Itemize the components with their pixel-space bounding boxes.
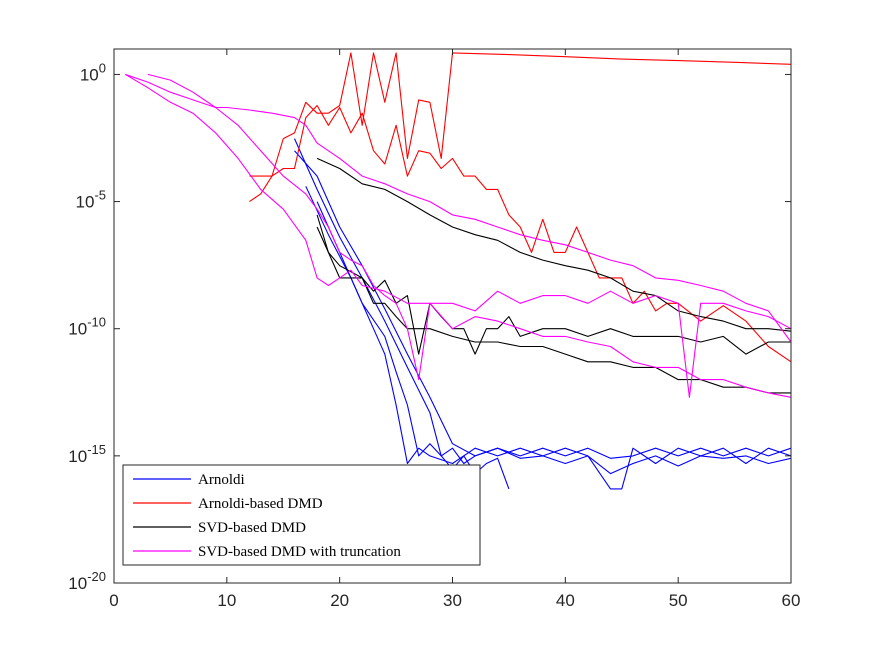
series-0 <box>293 138 792 490</box>
x-tick-label: 20 <box>330 591 349 610</box>
x-axis-ticks: 0 10 20 30 40 50 60 <box>109 49 800 610</box>
legend-label-1: Arnoldi-based DMD <box>198 496 323 512</box>
series-line-0-2 <box>316 201 792 475</box>
legend-label-0: Arnoldi <box>198 472 245 488</box>
series-3 <box>125 73 792 398</box>
x-tick-label: 50 <box>669 591 688 610</box>
series-line-2-0 <box>316 214 791 355</box>
legend: Arnoldi Arnoldi-based DMD SVD-based DMD SVD… <box>122 464 481 566</box>
legend-box <box>122 464 481 566</box>
x-tick-label: 10 <box>217 591 236 610</box>
y-axis-ticks: 10-20 10-15 10-10 10-5 100 <box>68 60 791 593</box>
legend-label-3: SVD-based DMD with truncation <box>198 544 401 560</box>
x-tick-label: 30 <box>443 591 462 610</box>
y-tick-label: 10-5 <box>76 188 106 212</box>
series-line-0-3 <box>305 186 792 490</box>
series-layer <box>125 52 792 490</box>
series-line-1-1 <box>249 104 792 363</box>
y-tick-label: 10-10 <box>68 315 106 339</box>
series-line-1-0 <box>249 52 792 177</box>
series-1 <box>249 52 792 363</box>
legend-label-2: SVD-based DMD <box>198 520 306 536</box>
x-tick-label: 40 <box>556 591 575 610</box>
series-line-3-2 <box>147 73 792 398</box>
x-tick-label: 0 <box>109 591 118 610</box>
series-line-3-1 <box>125 73 792 343</box>
y-tick-label: 10-15 <box>68 442 106 466</box>
x-tick-label: 60 <box>782 591 801 610</box>
series-line-0-1 <box>294 150 792 459</box>
series-line-2-2 <box>316 157 792 332</box>
y-tick-label: 10-20 <box>68 569 106 593</box>
y-tick-label: 100 <box>80 60 106 84</box>
series-line-0-0 <box>293 138 510 490</box>
